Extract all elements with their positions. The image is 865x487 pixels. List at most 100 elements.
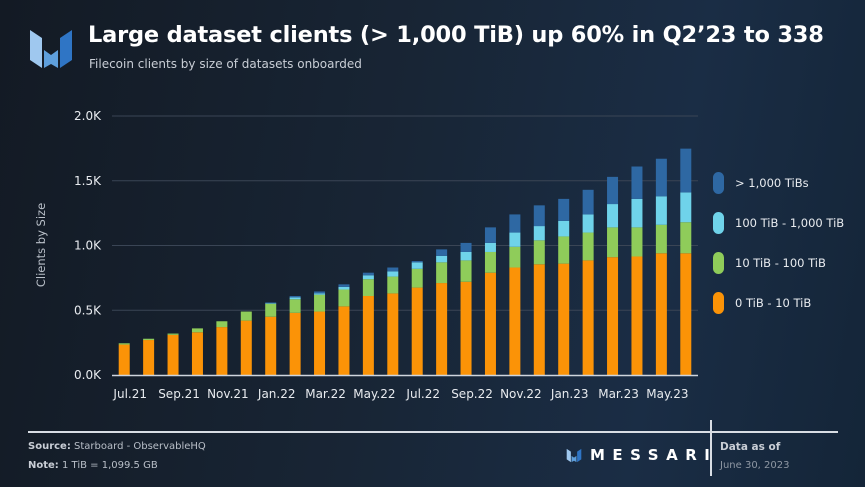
messari-brand: MESSARI (566, 446, 717, 464)
legend-label: 100 TiB - 1,000 TiB (735, 216, 845, 230)
bar-segment (558, 198, 570, 221)
bar-segment (289, 296, 301, 298)
bar-segment (680, 253, 692, 375)
bar-segment (314, 294, 326, 312)
bar-segment (191, 328, 203, 333)
bar-segment (607, 227, 619, 258)
bar-segment (191, 332, 203, 375)
bar-segment (143, 340, 155, 375)
bar-segment (289, 312, 301, 375)
bar-stack-Jun.23 (680, 148, 692, 375)
bar-segment (338, 286, 350, 290)
bar-segment (607, 204, 619, 228)
bar-segment (362, 272, 374, 276)
bar-segment (143, 338, 155, 341)
legend-label: > 1,000 TiBs (735, 176, 809, 190)
bar-segment (167, 334, 179, 375)
legend-swatch (713, 292, 724, 314)
bar-segment (484, 242, 496, 252)
bar-stack-May.23 (655, 158, 667, 375)
bar-segment (436, 262, 448, 284)
bar-segment (607, 257, 619, 375)
bar-segment (411, 268, 423, 288)
bar-segment (533, 240, 545, 265)
bar-stack-Aug.21 (143, 338, 155, 375)
footer-divider (28, 431, 838, 433)
legend-label: 10 TiB - 100 TiB (735, 256, 826, 270)
bar-stack-Feb.22 (289, 296, 301, 375)
source-note: Source: Starboard - ObservableHQ (28, 441, 206, 452)
y-tick-label: 0.0K (74, 368, 102, 382)
x-axis-ticks: Jul.21 Sep.21 Nov.21 Jan.22 Mar.22 May.22 Jul.… (112, 387, 688, 401)
x-tick-label: Mar.23 (598, 387, 639, 401)
messari-logo-icon (30, 30, 72, 68)
bar-segment (265, 316, 277, 375)
legend-label: 0 TiB - 10 TiB (735, 296, 812, 310)
x-tick-label: Jan.23 (550, 387, 589, 401)
bar-segment (216, 327, 228, 375)
bar-segment (631, 227, 643, 257)
brand-name: MESSARI (590, 446, 718, 464)
bar-segment (338, 284, 350, 287)
x-tick-label: Jul.21 (112, 387, 147, 401)
bar-stack-Feb.23 (582, 189, 594, 375)
bar-segment (387, 276, 399, 294)
stacked-bar-chart: 0.0K0.5K1.0K1.5K2.0K Jul.21 Sep.21 Nov.21 J… (34, 109, 698, 401)
bar-segment (533, 226, 545, 241)
bar-segment (338, 289, 350, 307)
bar-segment (680, 192, 692, 223)
bar-segment (631, 198, 643, 228)
bar-segment (338, 306, 350, 375)
bar-segment (680, 222, 692, 254)
bar-segment (411, 261, 423, 263)
legend-swatch (713, 172, 724, 194)
bar-segment (387, 271, 399, 277)
x-tick-label: Jul.22 (405, 387, 440, 401)
bar-segment (240, 311, 252, 321)
bar-segment (411, 262, 423, 269)
bar-segment (582, 189, 594, 215)
bar-segment (265, 303, 277, 317)
bar-segment (411, 287, 423, 375)
bar-segment (314, 311, 326, 375)
bar-segment (314, 293, 326, 295)
bar-stack-Jan.23 (558, 198, 570, 375)
bar-segment (387, 267, 399, 272)
bar-segment (680, 148, 692, 193)
footer-vertical-divider (710, 420, 712, 476)
x-tick-label: Sep.21 (158, 387, 200, 401)
bar-stack-Mar.23 (607, 176, 619, 375)
source-label: Source: (28, 441, 71, 452)
x-tick-label: Mar.22 (305, 387, 346, 401)
bar-segment (509, 214, 521, 233)
bar-segment (314, 291, 326, 294)
bar-segment (265, 303, 277, 304)
bar-segment (655, 158, 667, 197)
bar-stack-Aug.22 (436, 249, 448, 375)
data-as-of-date: June 30, 2023 (720, 460, 790, 471)
bar-segment (240, 320, 252, 375)
bar-stack-Sep.22 (460, 242, 472, 375)
x-tick-label: Jan.22 (257, 387, 296, 401)
bar-stack-Apr.23 (631, 166, 643, 375)
bar-segment (582, 232, 594, 261)
legend-swatch (713, 252, 724, 274)
bar-segment (362, 275, 374, 280)
bar-stack-Jul.22 (411, 261, 423, 375)
note-text: 1 TiB = 1,099.5 GB (62, 460, 158, 471)
bar-segment (558, 236, 570, 264)
bar-stack-Dec.22 (533, 205, 545, 375)
x-tick-label: May.22 (353, 387, 395, 401)
bar-segment (460, 242, 472, 252)
bar-stack-Nov.21 (216, 321, 228, 375)
bar-segment (362, 279, 374, 297)
bar-stack-Jun.22 (387, 267, 399, 375)
bar-segment (460, 251, 472, 261)
bar-segment (167, 333, 179, 335)
bar-segment (607, 176, 619, 205)
bar-segment (265, 302, 277, 304)
bar-segment (655, 253, 667, 375)
messari-mark-icon (566, 448, 582, 462)
bar-stack-May.22 (362, 272, 374, 375)
bar-segment (484, 251, 496, 273)
